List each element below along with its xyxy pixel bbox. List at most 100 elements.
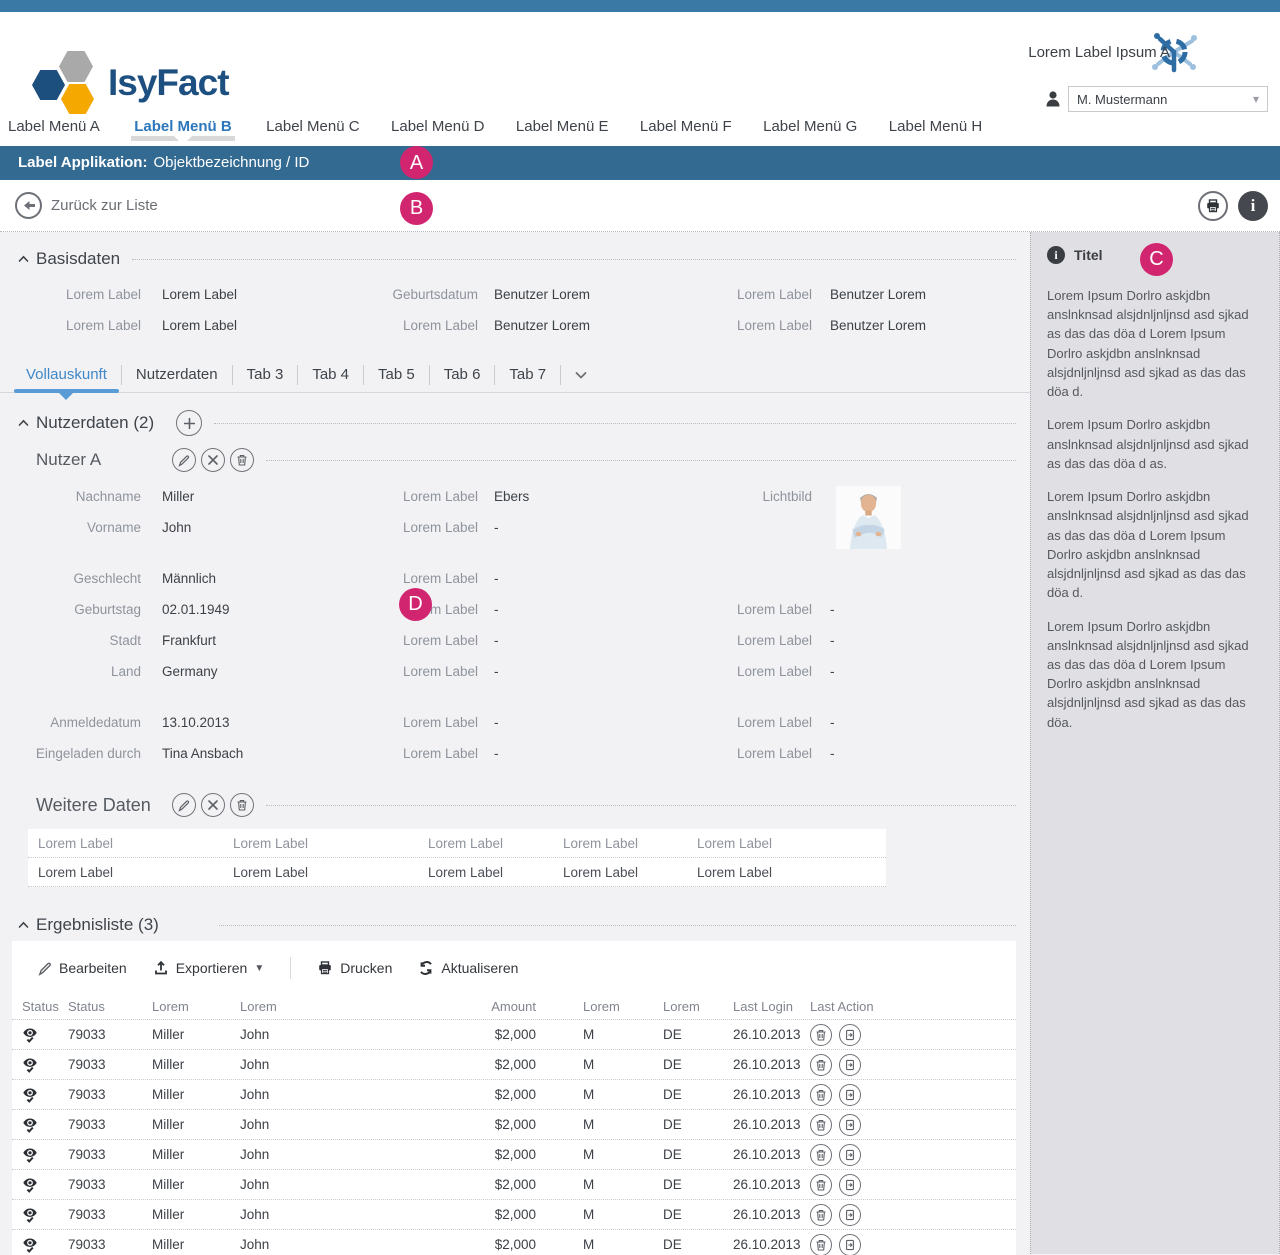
- cell-last-login: 26.10.2013: [733, 1177, 801, 1192]
- open-document-icon[interactable]: [839, 1173, 861, 1196]
- delete-icon[interactable]: [230, 448, 254, 472]
- delete-icon[interactable]: [810, 1173, 832, 1196]
- open-document-icon[interactable]: [839, 1053, 861, 1076]
- user-dropdown[interactable]: M. Mustermann ▾: [1068, 86, 1268, 112]
- nav-item-menu-g[interactable]: Label Menü G: [763, 118, 858, 135]
- column-header: Lorem Label: [428, 835, 504, 851]
- open-document-icon[interactable]: [839, 1083, 861, 1106]
- tab-5[interactable]: Tab 5: [378, 366, 415, 383]
- print-label: Drucken: [340, 960, 393, 976]
- table-row[interactable]: 79033 Miller John $2,000 M DE 26.10.2013: [12, 1109, 1016, 1139]
- edit-label: Bearbeiten: [59, 960, 127, 976]
- tab-nutzerdaten[interactable]: Nutzerdaten: [135, 366, 218, 383]
- delete-icon[interactable]: [810, 1113, 832, 1136]
- export-button[interactable]: Exportieren ▼: [153, 960, 264, 976]
- tabs-overflow-chevron-icon[interactable]: [575, 371, 587, 379]
- edit-icon[interactable]: [172, 448, 196, 472]
- cell-last-name: Miller: [152, 1117, 185, 1132]
- field-label: Lorem Label: [402, 746, 478, 761]
- open-document-icon[interactable]: [839, 1233, 861, 1255]
- cell-id: 79033: [68, 1237, 106, 1252]
- cell-last-name: Miller: [152, 1147, 185, 1162]
- cancel-icon[interactable]: [201, 793, 225, 817]
- row-actions: [810, 1143, 930, 1166]
- field-label: Lorem Label: [402, 318, 478, 333]
- eye-check-icon: [22, 1057, 38, 1072]
- cancel-icon[interactable]: [201, 448, 225, 472]
- field-label: Lorem Label: [736, 715, 812, 730]
- delete-icon[interactable]: [810, 1233, 832, 1255]
- nav-item-menu-f[interactable]: Label Menü F: [639, 118, 732, 135]
- refresh-button[interactable]: Aktualiseren: [418, 960, 518, 976]
- delete-icon[interactable]: [810, 1023, 832, 1046]
- open-document-icon[interactable]: [839, 1113, 861, 1136]
- cell-de: DE: [663, 1207, 682, 1222]
- info-icon[interactable]: i: [1238, 191, 1268, 221]
- open-document-icon[interactable]: [839, 1203, 861, 1226]
- table-row[interactable]: 79033 Miller John $2,000 M DE 26.10.2013: [12, 1229, 1016, 1255]
- tab-3[interactable]: Tab 3: [246, 366, 284, 383]
- collapse-icon[interactable]: [18, 255, 29, 263]
- cell: Lorem Label: [428, 864, 504, 880]
- tab-7[interactable]: Tab 7: [509, 366, 547, 383]
- tab-6[interactable]: Tab 6: [443, 366, 481, 383]
- table-row[interactable]: 79033 Miller John $2,000 M DE 26.10.2013: [12, 1199, 1016, 1229]
- table-header-row: Lorem Label Lorem Label Lorem Label Lore…: [28, 829, 886, 858]
- cell-m: M: [583, 1027, 595, 1042]
- nav-item-menu-d[interactable]: Label Menü D: [391, 118, 485, 135]
- nav-item-menu-b[interactable]: Label Menü B: [131, 118, 235, 141]
- print-icon[interactable]: [1198, 191, 1228, 221]
- row-actions: [810, 1053, 930, 1076]
- delete-icon[interactable]: [810, 1053, 832, 1076]
- open-document-icon[interactable]: [839, 1023, 861, 1046]
- print-button[interactable]: Drucken: [317, 960, 392, 976]
- table-row[interactable]: 79033 Miller John $2,000 M DE 26.10.2013: [12, 1169, 1016, 1199]
- sidebar-paragraph: Lorem Ipsum Dorlro askjdbn anslnknsad al…: [1047, 417, 1249, 471]
- tab-4[interactable]: Tab 4: [312, 366, 350, 383]
- table-row[interactable]: 79033 Miller John $2,000 M DE 26.10.2013: [12, 1079, 1016, 1109]
- field-value: Benutzer Lorem: [494, 287, 591, 302]
- field-label: Lorem Label: [402, 489, 478, 504]
- table-row[interactable]: 79033 Miller John $2,000 M DE 26.10.2013: [12, 1019, 1016, 1049]
- edit-icon[interactable]: [172, 793, 196, 817]
- column-header: Lorem Label: [563, 835, 639, 851]
- add-icon[interactable]: [176, 410, 203, 436]
- cell-last-login: 26.10.2013: [733, 1237, 801, 1252]
- field-label: Eingeladen durch: [35, 746, 141, 761]
- collapse-icon[interactable]: [18, 419, 29, 427]
- column-header: Last Login: [733, 998, 793, 1014]
- nutzerdaten-section-header: Nutzerdaten (2): [18, 410, 1016, 436]
- sidebar-paragraph: Lorem Ipsum Dorlro askjdbn anslnknsad al…: [1047, 489, 1249, 601]
- cell-de: DE: [663, 1237, 682, 1252]
- row-actions: [810, 1023, 930, 1046]
- open-document-icon[interactable]: [839, 1143, 861, 1166]
- back-to-list-link[interactable]: Zurück zur Liste: [15, 192, 158, 219]
- cell-m: M: [583, 1177, 595, 1192]
- table-row[interactable]: 79033 Miller John $2,000 M DE 26.10.2013: [12, 1049, 1016, 1079]
- delete-icon[interactable]: [810, 1143, 832, 1166]
- collapse-icon[interactable]: [18, 921, 29, 929]
- field-label: Geburtsdatum: [392, 287, 478, 302]
- nav-item-menu-e[interactable]: Label Menü E: [515, 118, 609, 135]
- field-label: Lorem Label: [402, 633, 478, 648]
- nav-item-menu-a[interactable]: Label Menü A: [8, 118, 100, 135]
- tab-vollauskunft[interactable]: Vollauskunft: [12, 358, 121, 393]
- table-row[interactable]: 79033 Miller John $2,000 M DE 26.10.2013: [12, 1139, 1016, 1169]
- annotation-badge-b: B: [400, 192, 433, 225]
- ergebnisliste-panel: Bearbeiten Exportieren ▼ Drucken Aktuali…: [12, 941, 1016, 1255]
- delete-icon[interactable]: [810, 1203, 832, 1226]
- nav-item-menu-h[interactable]: Label Menü H: [888, 118, 983, 135]
- cell-m: M: [583, 1057, 595, 1072]
- basisdaten-title: Basisdaten: [36, 249, 121, 268]
- weitere-daten-header: Weitere Daten: [36, 793, 1016, 817]
- chevron-down-icon: ▾: [1252, 92, 1259, 106]
- delete-icon[interactable]: [230, 793, 254, 817]
- edit-button[interactable]: Bearbeiten: [38, 960, 127, 976]
- annotation-badge-c: C: [1140, 243, 1173, 276]
- delete-icon[interactable]: [810, 1083, 832, 1106]
- sidebar-paragraph: Lorem Ipsum Dorlro askjdbn anslnknsad al…: [1047, 618, 1249, 730]
- sidebar-title-row: i Titel: [1047, 246, 1263, 264]
- nav-item-menu-c[interactable]: Label Menü C: [266, 118, 360, 135]
- cell-id: 79033: [68, 1057, 106, 1072]
- table-row[interactable]: Lorem Label Lorem Label Lorem Label Lore…: [28, 858, 886, 887]
